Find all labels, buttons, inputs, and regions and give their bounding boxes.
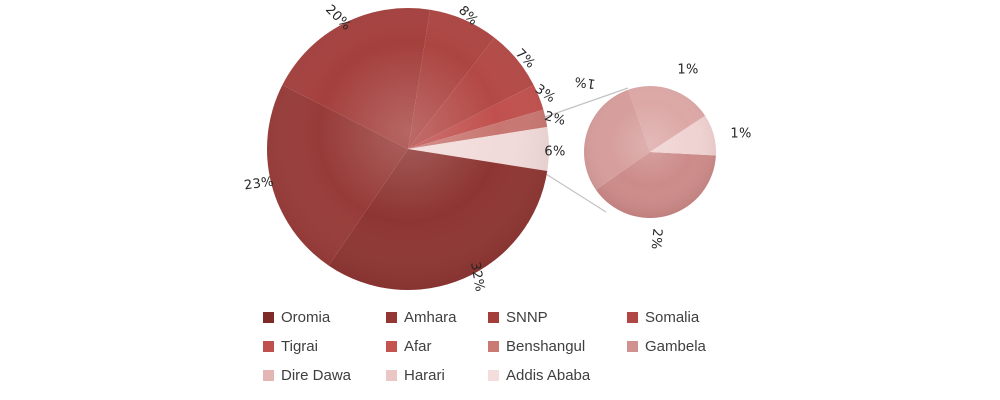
legend-item-tigrai: Tigrai <box>263 338 386 355</box>
legend-swatch-somalia <box>627 312 638 323</box>
legend-item-dire-dawa: Dire Dawa <box>263 367 386 384</box>
legend-label-harari: Harari <box>404 367 445 384</box>
legend-item-benshangul: Benshangul <box>488 338 627 355</box>
connector-line-top <box>544 87 629 118</box>
secondary-pie <box>583 86 716 219</box>
connector-line-bottom <box>545 173 607 213</box>
legend-label-amhara: Amhara <box>404 309 457 326</box>
legend-label-somalia: Somalia <box>645 309 700 326</box>
legend-item-snnp: SNNP <box>488 309 627 326</box>
connector-lines <box>544 87 629 213</box>
legend-swatch-harari <box>386 370 397 381</box>
chart-legend: Oromia Amhara SNNP Somalia Tigrai Afar Benshan… <box>263 303 706 390</box>
main-pie-label-other-to-secondary: 6% <box>544 144 566 160</box>
legend-label-afar: Afar <box>404 338 432 355</box>
secondary-pie-shading-overlay <box>584 86 716 218</box>
legend-swatch-dire-dawa <box>263 370 274 381</box>
legend-swatch-amhara <box>386 312 397 323</box>
legend-label-snnp: SNNP <box>506 309 548 326</box>
legend-swatch-snnp <box>488 312 499 323</box>
legend-item-oromia: Oromia <box>263 309 386 326</box>
secondary-pie-label-gambela: 2% <box>647 227 665 251</box>
legend-item-amhara: Amhara <box>386 309 488 326</box>
legend-swatch-afar <box>386 341 397 352</box>
main-pie <box>267 8 549 290</box>
legend-item-addis-ababa: Addis Ababa <box>488 367 627 384</box>
secondary-pie-label-harari: 1% <box>677 62 699 78</box>
legend-swatch-addis-ababa <box>488 370 499 381</box>
legend-label-benshangul: Benshangul <box>506 338 586 355</box>
legend-item-harari: Harari <box>386 367 488 384</box>
legend-swatch-oromia <box>263 312 274 323</box>
legend-swatch-tigrai <box>263 341 274 352</box>
legend-swatch-gambela <box>627 341 638 352</box>
secondary-pie-label-addis-ababa: 1% <box>730 126 752 142</box>
main-pie-shading-overlay <box>267 8 549 290</box>
legend-item-afar: Afar <box>386 338 488 355</box>
legend-label-tigrai: Tigrai <box>281 338 318 355</box>
legend-item-somalia: Somalia <box>627 309 706 326</box>
legend-label-dire-dawa: Dire Dawa <box>281 367 352 384</box>
legend-label-gambela: Gambela <box>645 338 706 355</box>
legend-label-oromia: Oromia <box>281 309 331 326</box>
secondary-pie-label-dire-dawa: 1% <box>573 73 597 91</box>
legend-label-addis-ababa: Addis Ababa <box>506 367 591 384</box>
legend-item-gambela: Gambela <box>627 338 706 355</box>
legend-swatch-benshangul <box>488 341 499 352</box>
